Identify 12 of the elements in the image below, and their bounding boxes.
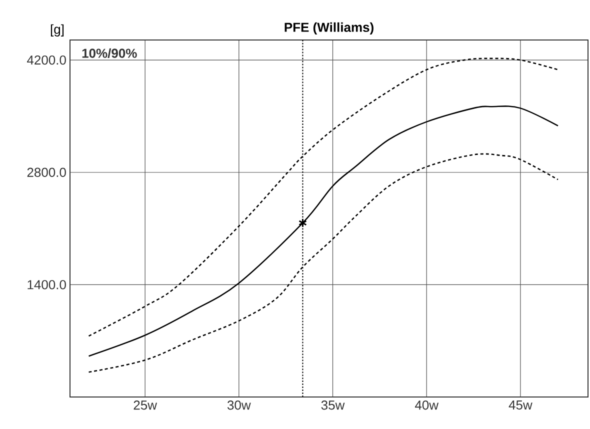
y-tick-label: 1400.0	[28, 280, 66, 290]
line-series	[88, 106, 559, 357]
y-axis-title: [g]	[50, 24, 64, 36]
x-tick-label: 45w	[508, 400, 532, 410]
x-tick-label: 35w	[321, 400, 345, 410]
x-tick-label: 25w	[134, 400, 158, 410]
x-tick-label: 40w	[414, 400, 439, 410]
chart-title: PFE (Williams)	[284, 22, 374, 35]
annotation: 10%/90%	[82, 48, 137, 58]
y-tick-label: 2800.0	[27, 168, 66, 177]
y-tick-label: 4200.0	[27, 55, 66, 65]
x-tick-label: 30w	[227, 400, 251, 410]
